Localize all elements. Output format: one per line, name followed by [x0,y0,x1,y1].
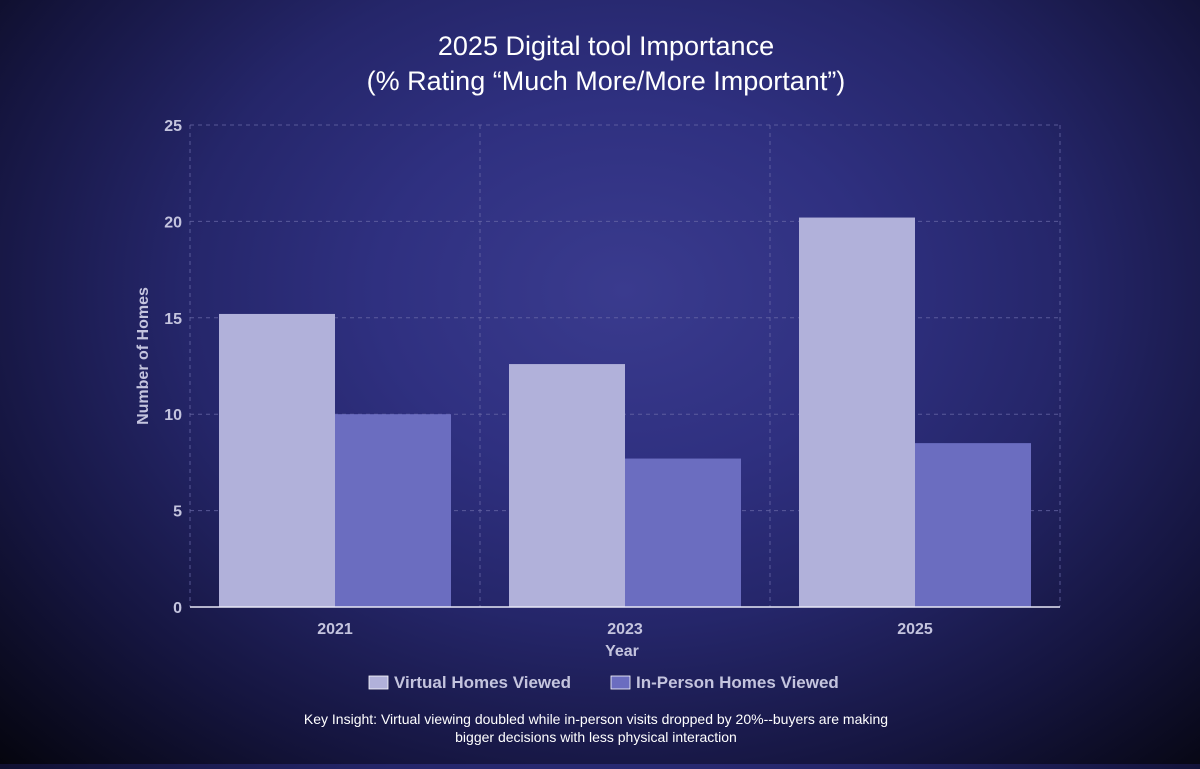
bar-virtual-homes-viewed-2025 [799,217,915,607]
legend-swatch-in-person [610,675,631,690]
x-tick-labels: 2021 2023 2025 [317,621,933,638]
y-axis-label: Number of Homes [135,287,152,425]
y-tick-label-0: 0 [173,600,182,617]
bar-in-person-homes-viewed-2023 [625,458,741,607]
y-tick-label-5: 5 [173,504,182,521]
legend-label-in-person: In-Person Homes Viewed [636,673,839,692]
x-tick-label-2021: 2021 [317,621,353,638]
legend-swatch-virtual [368,675,389,690]
bar-virtual-homes-viewed-2023 [509,364,625,607]
x-tick-label-2025: 2025 [897,621,933,638]
x-tick-label-2023: 2023 [607,621,643,638]
bars [219,217,1031,607]
key-insight-line-2: bigger decisions with less physical inte… [455,729,737,745]
legend: Virtual Homes Viewed In-Person Homes Vie… [368,673,839,692]
legend-label-virtual: Virtual Homes Viewed [394,673,571,692]
y-tick-label-10: 10 [164,407,182,424]
y-tick-labels: 0 5 10 15 20 25 [164,118,182,617]
chart-title-line-1: 2025 Digital tool Importance [438,31,774,61]
key-insight-line-1: Key Insight: Virtual viewing doubled whi… [304,711,888,727]
bar-virtual-homes-viewed-2021 [219,313,335,607]
bar-in-person-homes-viewed-2021 [335,414,451,607]
y-tick-label-15: 15 [164,311,182,328]
x-axis-label: Year [605,643,639,660]
chart-title-line-2: (% Rating “Much More/More Important”) [367,66,846,96]
bar-in-person-homes-viewed-2025 [915,443,1031,607]
y-tick-label-25: 25 [164,118,182,135]
y-tick-label-20: 20 [164,214,182,231]
